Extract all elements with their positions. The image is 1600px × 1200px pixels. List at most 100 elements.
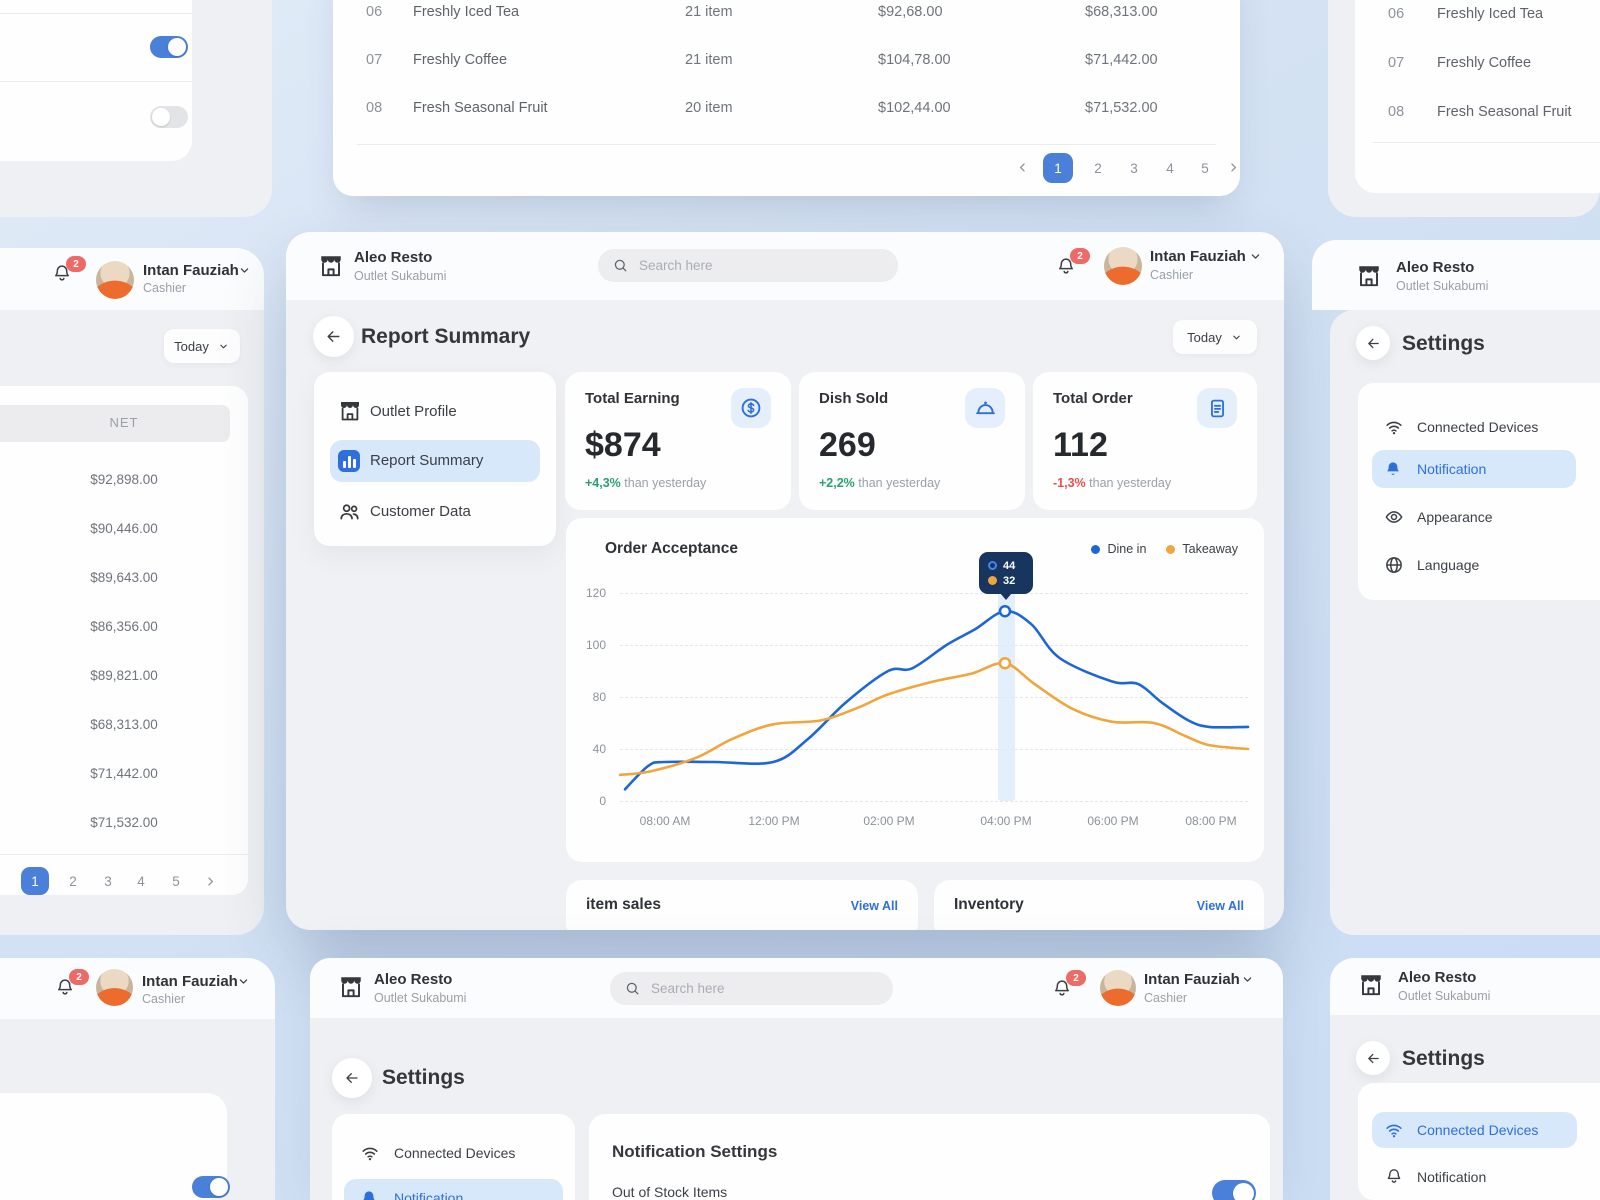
fragment-top-right-panel: 06 Freshly Iced Tea 07 Freshly Coffee 08… xyxy=(1328,0,1600,217)
row-number: 08 xyxy=(366,100,383,116)
search-input[interactable]: Search here xyxy=(598,249,898,282)
notification-settings-card: Notification Settings Out of Stock Items xyxy=(589,1114,1270,1200)
table-row[interactable]: 08 Fresh Seasonal Fruit xyxy=(1355,104,1600,126)
table-row[interactable]: 07 Freshly Coffee xyxy=(1355,55,1600,77)
search-icon xyxy=(624,980,641,997)
search-icon xyxy=(612,257,629,274)
back-button[interactable] xyxy=(313,316,354,357)
chevron-down-icon[interactable] xyxy=(236,974,251,989)
pagination-page-active[interactable]: 1 xyxy=(21,867,49,895)
toggle-out-of-stock[interactable] xyxy=(1212,1180,1256,1200)
settings-item-label: Connected Devices xyxy=(1417,419,1539,435)
search-placeholder: Search here xyxy=(651,981,725,996)
menu-item-outlet-profile[interactable]: Outlet Profile xyxy=(314,390,556,432)
avatar[interactable] xyxy=(1100,970,1136,1006)
settings-item-label: Notification xyxy=(1417,461,1487,477)
pagination-page[interactable]: 5 xyxy=(1201,160,1209,176)
dollar-icon xyxy=(731,388,771,428)
settings-title: Settings xyxy=(382,1066,465,1089)
net-value: $92,898.00 xyxy=(90,472,158,487)
gridline xyxy=(620,593,1248,594)
page-title: Report Summary xyxy=(361,325,531,348)
user-name[interactable]: Intan Fauziah xyxy=(1144,971,1240,988)
settings-item-label: Notification xyxy=(394,1190,464,1200)
avatar[interactable] xyxy=(1104,247,1142,285)
period-dropdown[interactable]: Today xyxy=(1173,320,1257,354)
view-all-link[interactable]: View All xyxy=(1196,899,1244,913)
y-tick: 120 xyxy=(585,586,606,600)
settings-item-label: Language xyxy=(1417,557,1480,573)
search-input[interactable]: Search here xyxy=(610,972,893,1005)
net-value: $89,643.00 xyxy=(90,570,158,585)
table-row[interactable]: 06 Freshly Iced Tea 21 item $92,68.00 $6… xyxy=(333,4,1240,26)
stat-label: Total Earning xyxy=(585,390,680,407)
back-button[interactable] xyxy=(1356,1041,1390,1075)
x-tick: 02:00 PM xyxy=(863,814,915,828)
user-name[interactable]: Intan Fauziah xyxy=(142,973,238,990)
item-sales-table-card: 06 Freshly Iced Tea 21 item $92,68.00 $6… xyxy=(333,0,1240,196)
table-row[interactable]: 06 Freshly Iced Tea xyxy=(1355,6,1600,28)
wifi-icon xyxy=(360,1143,380,1163)
pagination-page[interactable]: 2 xyxy=(69,873,77,889)
pagination-next-icon[interactable] xyxy=(1226,160,1241,175)
settings-item-appearance[interactable]: Appearance xyxy=(1358,498,1600,536)
toggle-on[interactable] xyxy=(192,1176,230,1198)
pagination-page-active[interactable]: 1 xyxy=(1043,153,1073,183)
user-name[interactable]: Intan Fauziah xyxy=(1150,248,1246,265)
toggle-off[interactable] xyxy=(150,106,188,128)
back-button[interactable] xyxy=(1356,326,1390,360)
brand-outlet: Outlet Sukabumi xyxy=(1396,279,1489,293)
chevron-down-icon[interactable] xyxy=(1240,972,1255,987)
back-button[interactable] xyxy=(332,1058,372,1098)
item-qty: 21 item xyxy=(685,4,733,20)
fragment-top-left-panel xyxy=(0,0,272,217)
settings-title: Settings xyxy=(1402,332,1485,355)
tooltip-caret xyxy=(1000,593,1012,600)
pagination-prev-icon[interactable] xyxy=(0,874,5,889)
view-all-link[interactable]: View All xyxy=(850,899,898,913)
menu-item-report-summary-active[interactable]: Report Summary xyxy=(330,440,540,482)
chevron-down-icon[interactable] xyxy=(237,263,252,278)
pagination-page[interactable]: 3 xyxy=(1130,160,1138,176)
pagination-page[interactable]: 2 xyxy=(1094,160,1102,176)
table-row[interactable]: 07 Freshly Coffee 21 item $104,78.00 $71… xyxy=(333,52,1240,74)
pagination-page[interactable]: 5 xyxy=(172,873,180,889)
toggle-on[interactable] xyxy=(150,36,188,58)
report-menu-card: Outlet Profile Report Summary Customer D… xyxy=(314,372,556,546)
legend-dot-dine-in xyxy=(1091,544,1101,554)
tooltip-value-takeaway: 32 xyxy=(1003,574,1016,587)
settings-item-connected-devices[interactable]: Connected Devices xyxy=(332,1136,575,1170)
bell-icon xyxy=(360,1189,378,1200)
divider xyxy=(0,13,192,14)
divider xyxy=(1372,142,1600,143)
legend-label: Dine in xyxy=(1107,542,1147,556)
settings-item-connected-devices-active[interactable]: Connected Devices xyxy=(1372,1112,1577,1148)
search-placeholder: Search here xyxy=(639,258,713,273)
period-dropdown[interactable]: Today xyxy=(164,329,240,363)
pagination-next-icon[interactable] xyxy=(203,874,218,889)
settings-item-notification[interactable]: Notification xyxy=(1358,1161,1600,1195)
report-summary-screen: Aleo Resto Outlet Sukabumi Search here 2… xyxy=(286,232,1284,930)
settings-item-notification-active[interactable]: Notification xyxy=(344,1179,563,1200)
menu-item-customer-data[interactable]: Customer Data xyxy=(314,490,556,532)
pagination-page[interactable]: 4 xyxy=(1166,160,1174,176)
pagination-page[interactable]: 4 xyxy=(137,873,145,889)
chevron-down-icon[interactable] xyxy=(1248,249,1263,264)
avatar[interactable] xyxy=(96,261,134,299)
avatar[interactable] xyxy=(96,969,133,1006)
settings-item-label: Connected Devices xyxy=(394,1145,516,1161)
pagination-prev-icon[interactable] xyxy=(1015,160,1030,175)
settings-item-notification-active[interactable]: Notification xyxy=(1372,450,1576,488)
gridline xyxy=(620,645,1248,646)
legend-label: Takeaway xyxy=(1182,542,1238,556)
settings-menu-card: Connected Devices Notification xyxy=(332,1114,575,1200)
stat-delta-suffix: than yesterday xyxy=(624,476,707,490)
pagination-page[interactable]: 3 xyxy=(104,873,112,889)
settings-item-connected-devices[interactable]: Connected Devices xyxy=(1358,408,1600,446)
settings-item-language[interactable]: Language xyxy=(1358,546,1600,584)
settings-item-label: Connected Devices xyxy=(1417,1122,1539,1138)
table-row[interactable]: 08 Fresh Seasonal Fruit 20 item $102,44.… xyxy=(333,100,1240,122)
user-name[interactable]: Intan Fauziah xyxy=(143,262,239,279)
menu-item-label: Outlet Profile xyxy=(370,403,457,420)
stat-delta: +4,3% xyxy=(585,476,621,490)
